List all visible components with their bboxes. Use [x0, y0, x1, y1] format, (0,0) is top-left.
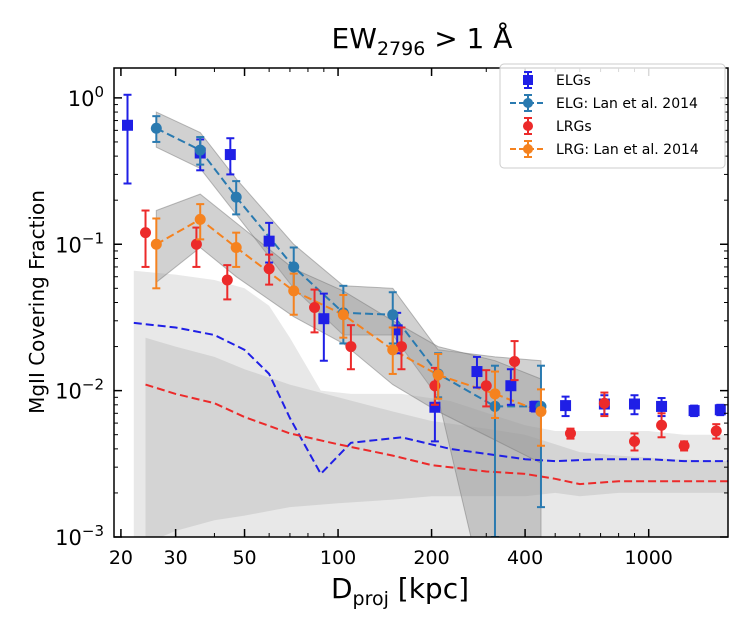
- point-2-9: [509, 356, 521, 368]
- point-3-8: [535, 406, 547, 418]
- legend: ELGs ELG: Lan et al. 2014 LRGs LRG: Lan et …: [499, 63, 726, 169]
- legend-marker-3: [523, 144, 533, 154]
- x-tick-label-0: 20: [109, 547, 133, 569]
- legend-box: [499, 63, 726, 169]
- y-tick-label-0: 100: [68, 83, 104, 111]
- point-2-13: [656, 419, 668, 431]
- point-2-0: [140, 227, 152, 239]
- x-axis-label: Dproj [kpc]: [331, 572, 469, 610]
- point-1-3: [288, 261, 300, 273]
- legend-marker-0: [523, 75, 533, 85]
- x-tick-label-2: 50: [232, 547, 256, 569]
- point-2-3: [263, 263, 275, 275]
- x-tick-label-6: 1000: [625, 547, 673, 569]
- point-0-14: [688, 405, 700, 417]
- point-0-13: [656, 400, 668, 412]
- point-2-15: [710, 425, 722, 437]
- legend-marker-1: [523, 98, 533, 108]
- x-tick-label-5: 400: [507, 547, 543, 569]
- point-3-0: [150, 238, 162, 250]
- y-tick-label-3: 10−3: [55, 522, 104, 550]
- point-2-2: [221, 274, 233, 286]
- point-0-7: [471, 366, 483, 378]
- point-1-2: [230, 191, 242, 203]
- point-0-10: [560, 400, 572, 412]
- point-3-7: [489, 388, 501, 400]
- model-band-1: [145, 337, 728, 537]
- model-line-0: [133, 321, 728, 476]
- point-3-4: [337, 309, 349, 321]
- point-2-6: [395, 341, 407, 353]
- point-1-0: [150, 122, 162, 134]
- legend-label-2: LRGs: [556, 119, 592, 135]
- x-tick-label-4: 200: [413, 547, 449, 569]
- point-0-15: [714, 404, 726, 416]
- point-1-5: [387, 309, 399, 321]
- chart-title: EW2796 > 1 Å: [332, 21, 513, 60]
- x-tick-label-1: 30: [164, 547, 188, 569]
- x-tick-label-3: 100: [320, 547, 356, 569]
- point-2-11: [598, 397, 610, 409]
- point-1-1: [194, 144, 206, 156]
- legend-label-1: ELG: Lan et al. 2014: [556, 96, 698, 112]
- y-tick-label-1: 10−1: [55, 229, 104, 257]
- point-0-5: [391, 324, 403, 336]
- point-0-4: [318, 313, 330, 325]
- y-axis-label: MgII Covering Fraction: [25, 190, 49, 414]
- legend-label-0: ELGs: [556, 73, 591, 89]
- point-2-8: [480, 380, 492, 392]
- point-3-1: [194, 213, 206, 225]
- point-2-5: [345, 341, 357, 353]
- point-2-14: [678, 440, 690, 452]
- point-3-6: [432, 369, 444, 381]
- point-3-3: [288, 285, 300, 297]
- point-2-1: [190, 238, 202, 250]
- point-0-9: [529, 400, 541, 412]
- series-points: [122, 93, 726, 537]
- point-0-3: [263, 235, 275, 247]
- point-0-8: [505, 380, 517, 392]
- point-2-12: [628, 435, 640, 447]
- point-3-2: [230, 242, 242, 254]
- point-3-5: [387, 344, 399, 356]
- point-2-4: [309, 301, 321, 313]
- point-0-12: [628, 398, 640, 410]
- point-0-2: [224, 149, 236, 161]
- model-line-1: [145, 383, 728, 486]
- legend-marker-2: [523, 121, 533, 131]
- legend-label-3: LRG: Lan et al. 2014: [556, 142, 699, 158]
- y-tick-label-2: 10−2: [55, 376, 104, 404]
- point-0-6: [429, 401, 441, 413]
- point-2-10: [564, 427, 576, 439]
- point-0-0: [122, 119, 134, 131]
